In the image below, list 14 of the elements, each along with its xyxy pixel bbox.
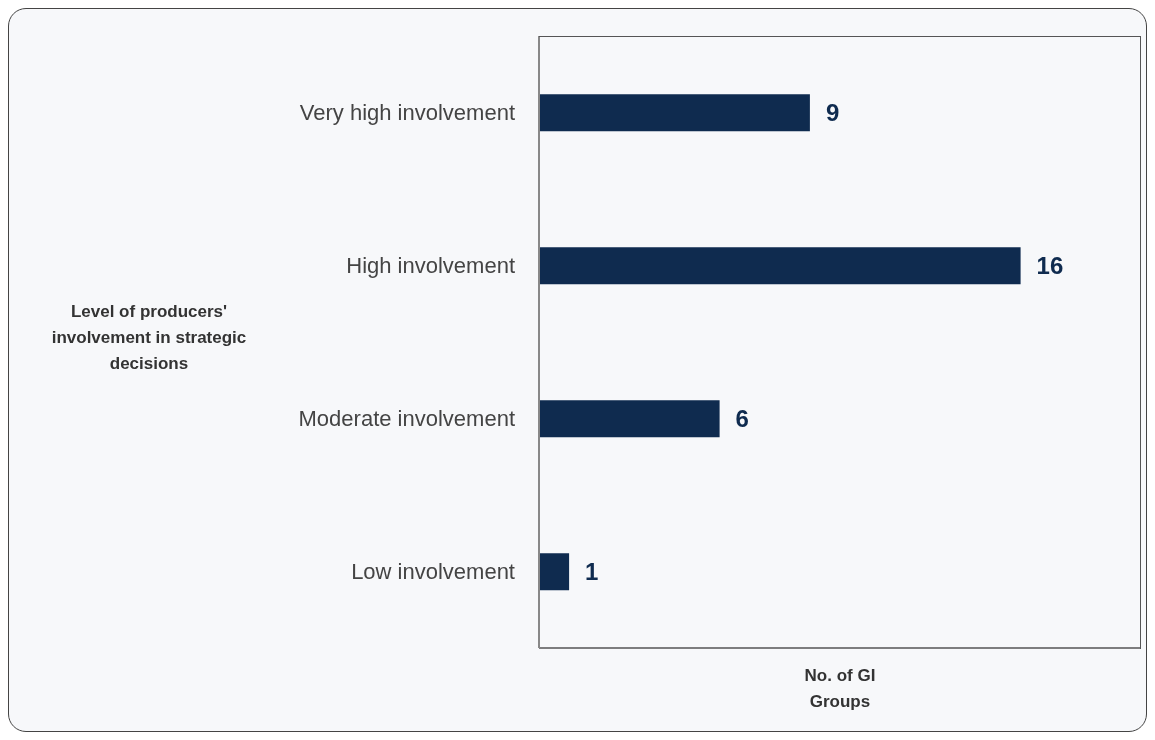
bar <box>539 247 1021 285</box>
bar <box>539 400 720 438</box>
bar <box>539 553 570 591</box>
y-tick-label: Very high involvement <box>299 100 515 126</box>
data-label: 16 <box>1036 252 1064 280</box>
y-tick-label: High involvement <box>346 253 515 279</box>
y-tick-label: Low involvement <box>351 559 515 585</box>
bar <box>539 94 810 132</box>
data-label: 9 <box>825 99 840 127</box>
y-axis-title: Level of producers' involvement in strategic decisions <box>50 301 248 375</box>
y-tick-label: Moderate involvement <box>298 406 515 432</box>
x-axis-title: No. of GI Groups <box>803 665 877 713</box>
data-label: 1 <box>585 558 599 586</box>
data-label: 6 <box>735 405 749 433</box>
